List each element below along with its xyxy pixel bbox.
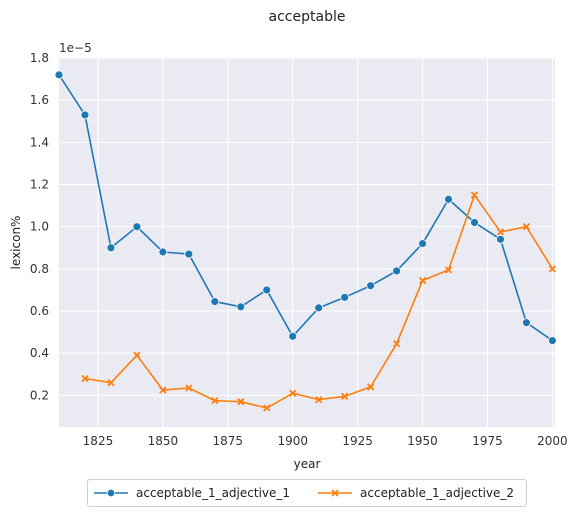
data-point xyxy=(81,374,89,383)
data-point xyxy=(392,340,401,348)
legend-item-series-1: acceptable_1_adjective_1 xyxy=(94,486,290,500)
data-point xyxy=(496,234,505,244)
data-point xyxy=(366,281,376,291)
legend-item-series-2: acceptable_1_adjective_2 xyxy=(318,486,514,500)
data-point xyxy=(366,383,375,391)
x-tick-label: 1850 xyxy=(148,434,179,448)
data-point xyxy=(314,303,324,313)
data-point xyxy=(392,266,401,276)
data-point xyxy=(470,191,479,199)
data-point xyxy=(340,292,350,302)
y-tick-label: 1.8 xyxy=(30,51,49,65)
legend-label-series-1: acceptable_1_adjective_1 xyxy=(136,486,291,500)
data-point xyxy=(210,297,220,306)
series-1 xyxy=(54,70,557,345)
data-point xyxy=(470,218,479,227)
legend: acceptable_1_adjective_1 acceptable_1_ad… xyxy=(87,479,527,507)
circle-marker-icon xyxy=(94,488,128,498)
data-point xyxy=(237,398,245,406)
data-point xyxy=(158,247,168,257)
data-point xyxy=(80,110,90,120)
data-point xyxy=(133,351,141,359)
data-point xyxy=(444,266,453,274)
y-offset-label: 1e−5 xyxy=(59,41,92,55)
y-tick-label: 0.2 xyxy=(30,388,49,402)
data-point xyxy=(418,239,427,248)
series-2 xyxy=(81,191,557,412)
y-tick-label: 0.8 xyxy=(30,262,49,276)
y-tick-label: 1.2 xyxy=(30,178,49,192)
y-tick-label: 1.6 xyxy=(30,93,49,107)
y-tick-label: 0.6 xyxy=(30,304,49,318)
chart-title: acceptable xyxy=(269,9,346,25)
data-point xyxy=(548,265,557,273)
x-axis-label: year xyxy=(294,457,321,471)
data-point xyxy=(288,331,298,341)
y-tick-label: 1.4 xyxy=(30,135,49,149)
x-tick-label: 1900 xyxy=(277,434,308,448)
data-point xyxy=(315,395,323,404)
x-tick-label: 1925 xyxy=(342,434,373,448)
x-tick-label: 1825 xyxy=(83,434,114,448)
legend-label-series-2: acceptable_1_adjective_2 xyxy=(360,486,515,500)
x-tick-label: 1875 xyxy=(213,434,244,448)
data-point xyxy=(444,194,453,204)
data-point xyxy=(236,302,246,312)
data-point xyxy=(107,379,115,387)
y-axis-label: lexicon% xyxy=(9,216,23,270)
data-point xyxy=(185,384,193,392)
series-layer xyxy=(54,70,557,412)
data-point xyxy=(522,223,531,231)
x-marker-icon xyxy=(318,489,353,497)
plot-area xyxy=(59,58,555,427)
data-point xyxy=(341,392,349,401)
data-point xyxy=(289,389,297,397)
data-point xyxy=(548,336,557,345)
series-1-line xyxy=(58,74,553,342)
data-point xyxy=(106,243,116,253)
data-point xyxy=(159,386,167,394)
data-point xyxy=(211,397,219,405)
y-axis-ticks: 0.2 0.4 0.6 0.8 1.0 1.2 1.4 1.6 1.8 xyxy=(30,51,49,402)
x-tick-label: 2000 xyxy=(537,434,568,448)
data-point xyxy=(132,222,142,232)
x-tick-label: 1975 xyxy=(472,434,503,448)
data-point xyxy=(496,228,505,236)
y-tick-label: 1.0 xyxy=(30,220,49,234)
data-point xyxy=(54,70,64,80)
data-point xyxy=(184,249,194,259)
data-point xyxy=(262,285,272,295)
data-point xyxy=(263,404,271,412)
x-tick-label: 1950 xyxy=(407,434,438,448)
y-tick-label: 0.4 xyxy=(30,346,49,360)
data-point xyxy=(418,276,427,285)
x-axis-ticks: 1825 1850 1875 1900 1925 1950 1975 2000 xyxy=(83,434,568,448)
data-point xyxy=(522,318,531,328)
